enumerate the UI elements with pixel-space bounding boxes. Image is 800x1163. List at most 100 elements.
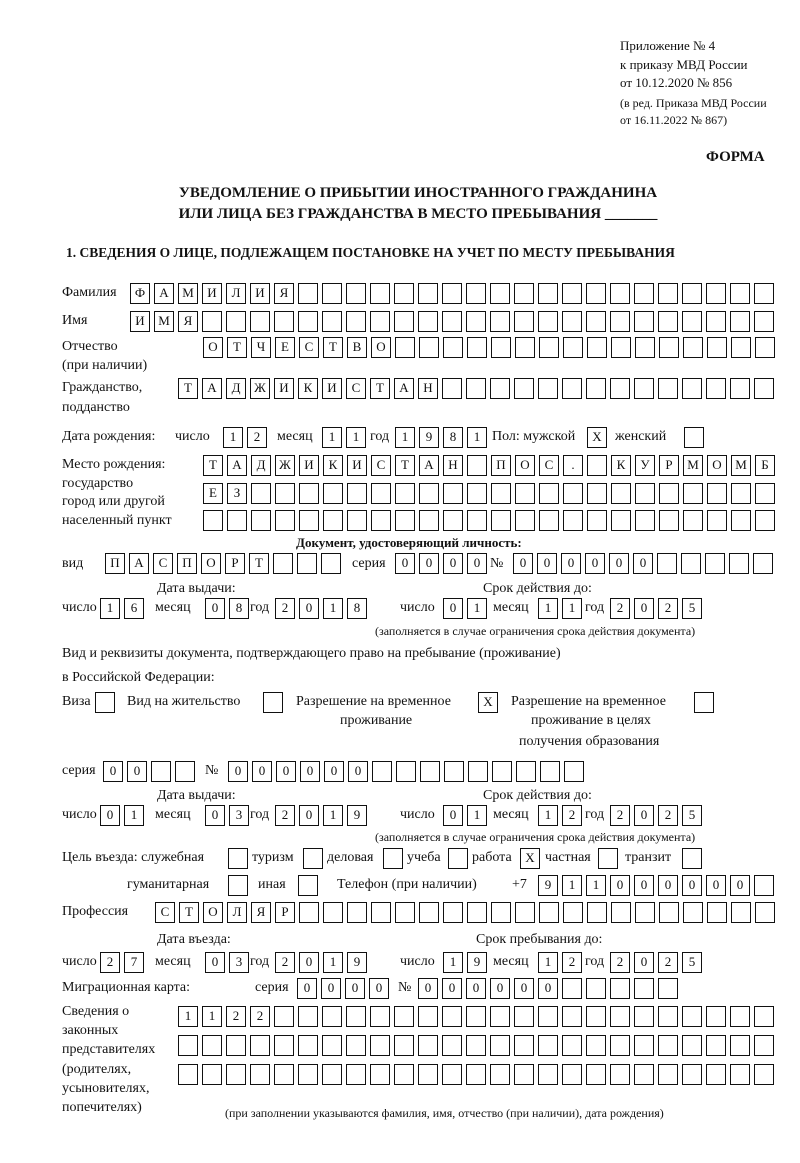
char-box[interactable]: 1 xyxy=(346,427,366,448)
char-box[interactable]: Т xyxy=(179,902,199,923)
char-box[interactable]: 8 xyxy=(443,427,463,448)
char-box[interactable] xyxy=(730,1035,750,1056)
checkbox-box[interactable] xyxy=(298,875,318,896)
char-box[interactable] xyxy=(659,337,679,358)
char-box[interactable] xyxy=(683,483,703,504)
char-box[interactable] xyxy=(490,283,510,304)
char-box[interactable]: З xyxy=(227,483,247,504)
char-box[interactable]: А xyxy=(419,455,439,476)
char-box[interactable]: О xyxy=(201,553,221,574)
char-box[interactable] xyxy=(395,902,415,923)
char-box[interactable] xyxy=(634,1006,654,1027)
char-box[interactable]: С xyxy=(371,455,391,476)
char-box[interactable] xyxy=(754,283,774,304)
checkbox-box[interactable] xyxy=(228,848,248,869)
char-box[interactable]: 1 xyxy=(443,952,463,973)
char-box[interactable] xyxy=(298,1064,318,1085)
char-box[interactable]: 0 xyxy=(299,805,319,826)
char-box[interactable]: 0 xyxy=(103,761,123,782)
char-box[interactable] xyxy=(731,510,751,531)
char-box[interactable]: 2 xyxy=(247,427,267,448)
char-box[interactable] xyxy=(347,902,367,923)
char-box[interactable] xyxy=(299,510,319,531)
char-box[interactable] xyxy=(515,483,535,504)
char-box[interactable] xyxy=(371,902,391,923)
checkbox-box[interactable] xyxy=(263,692,283,713)
char-box[interactable]: А xyxy=(154,283,174,304)
sex-male-checkbox[interactable]: X xyxy=(587,427,611,448)
char-box[interactable] xyxy=(443,902,463,923)
char-box[interactable]: Е xyxy=(275,337,295,358)
char-box[interactable] xyxy=(586,283,606,304)
char-box[interactable] xyxy=(682,1064,702,1085)
char-box[interactable] xyxy=(514,1064,534,1085)
char-box[interactable]: 2 xyxy=(250,1006,270,1027)
char-box[interactable] xyxy=(418,1064,438,1085)
char-box[interactable] xyxy=(419,483,439,504)
char-box[interactable]: 8 xyxy=(229,598,249,619)
char-box[interactable] xyxy=(730,283,750,304)
char-box[interactable] xyxy=(538,378,558,399)
char-box[interactable] xyxy=(466,1064,486,1085)
checkbox-box[interactable] xyxy=(598,848,618,869)
char-box[interactable] xyxy=(466,1006,486,1027)
char-box[interactable] xyxy=(754,378,774,399)
char-box[interactable]: 2 xyxy=(275,805,295,826)
char-box[interactable] xyxy=(370,1064,390,1085)
char-box[interactable] xyxy=(610,1006,630,1027)
char-box[interactable] xyxy=(611,337,631,358)
char-box[interactable]: 9 xyxy=(538,875,558,896)
char-box[interactable]: 0 xyxy=(585,553,605,574)
char-box[interactable] xyxy=(562,1064,582,1085)
char-box[interactable] xyxy=(682,378,702,399)
char-box[interactable] xyxy=(466,1035,486,1056)
char-box[interactable] xyxy=(347,510,367,531)
char-box[interactable] xyxy=(562,311,582,332)
char-box[interactable] xyxy=(707,483,727,504)
char-box[interactable] xyxy=(395,483,415,504)
char-box[interactable]: 2 xyxy=(100,952,120,973)
char-box[interactable] xyxy=(706,378,726,399)
char-box[interactable] xyxy=(419,510,439,531)
char-box[interactable] xyxy=(250,1035,270,1056)
char-box[interactable] xyxy=(515,902,535,923)
char-box[interactable]: 2 xyxy=(226,1006,246,1027)
char-box[interactable] xyxy=(274,1035,294,1056)
reps-field-2[interactable] xyxy=(178,1035,778,1056)
char-box[interactable]: Т xyxy=(203,455,223,476)
char-box[interactable]: 0 xyxy=(395,553,415,574)
char-box[interactable] xyxy=(730,1064,750,1085)
char-box[interactable]: К xyxy=(611,455,631,476)
char-box[interactable] xyxy=(274,311,294,332)
char-box[interactable]: Л xyxy=(226,283,246,304)
char-box[interactable]: 0 xyxy=(682,875,702,896)
char-box[interactable]: С xyxy=(346,378,366,399)
char-box[interactable]: А xyxy=(202,378,222,399)
char-box[interactable] xyxy=(730,1006,750,1027)
char-box[interactable] xyxy=(444,761,464,782)
char-box[interactable]: 1 xyxy=(323,805,343,826)
char-box[interactable] xyxy=(706,1035,726,1056)
char-box[interactable]: 7 xyxy=(124,952,144,973)
char-box[interactable] xyxy=(587,902,607,923)
char-box[interactable] xyxy=(683,337,703,358)
char-box[interactable] xyxy=(659,483,679,504)
char-box[interactable] xyxy=(298,1006,318,1027)
char-box[interactable] xyxy=(635,902,655,923)
char-box[interactable] xyxy=(753,553,773,574)
char-box[interactable] xyxy=(322,1064,342,1085)
char-box[interactable]: И xyxy=(274,378,294,399)
char-box[interactable]: 0 xyxy=(252,761,272,782)
char-box[interactable] xyxy=(658,378,678,399)
char-box[interactable]: 0 xyxy=(538,978,558,999)
char-box[interactable]: 0 xyxy=(730,875,750,896)
char-box[interactable]: 0 xyxy=(205,952,225,973)
char-box[interactable] xyxy=(658,978,678,999)
char-box[interactable] xyxy=(635,510,655,531)
